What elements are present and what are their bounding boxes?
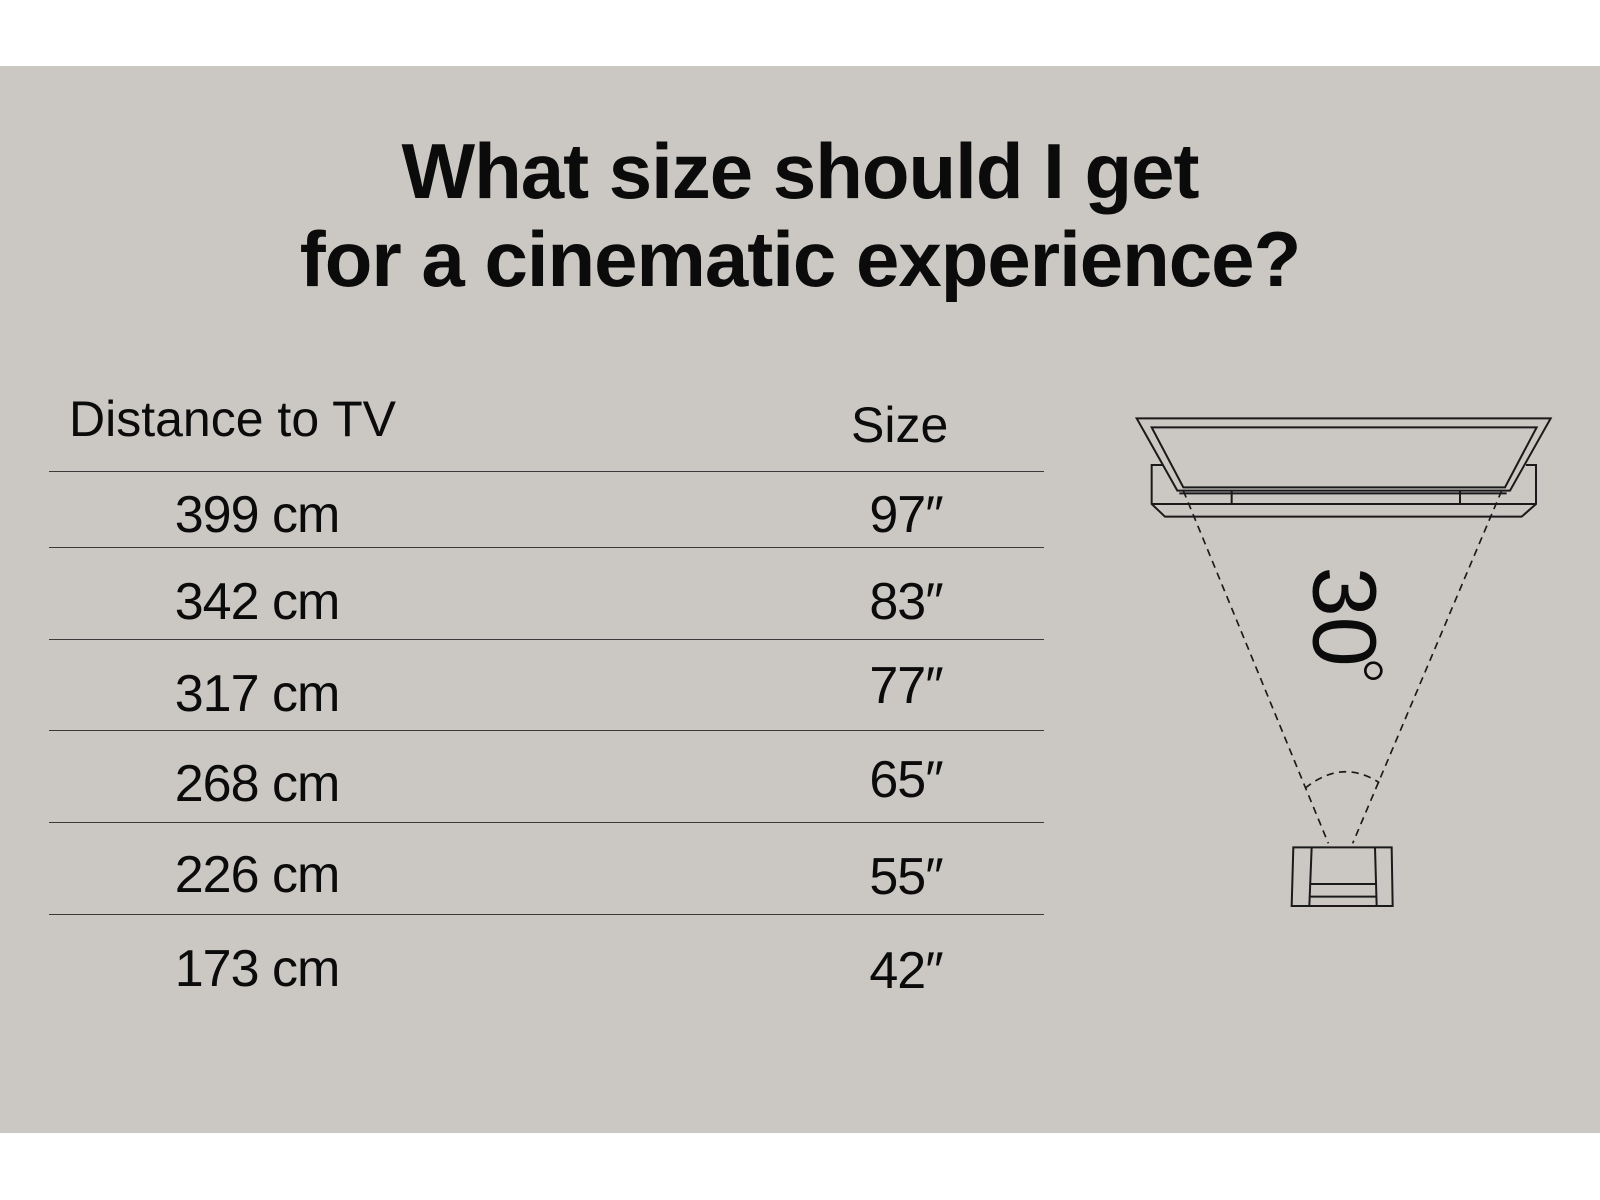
divider [49,914,1044,915]
divider [49,730,1044,731]
infographic-panel [0,66,1600,1133]
tv-icon [1134,417,1553,492]
divider [49,639,1044,640]
size-cell: 65″ [869,751,943,809]
size-cell: 55″ [869,848,943,906]
viewing-angle-lines [1182,490,1503,844]
distance-cell: 268 cm [174,755,341,813]
divider [49,822,1044,823]
size-cell: 83″ [869,573,943,631]
distance-cell: 317 cm [174,665,341,723]
size-cell: 77″ [869,657,943,715]
size-cell: 97″ [869,486,943,544]
divider [49,547,1044,548]
armchair-icon [1290,846,1394,907]
distance-cell: 342 cm [174,573,341,631]
size-header: Size [851,397,949,453]
angle-label: 30 [1293,567,1393,667]
size-cell: 42″ [869,942,943,1000]
title-line-1: What size should I get [401,127,1199,215]
divider [49,471,1044,472]
soundbar-icon [1150,464,1537,518]
distance-header: Distance to TV [69,391,397,447]
distance-cell: 226 cm [174,846,341,904]
distance-cell: 173 cm [174,940,341,998]
title-line-2: for a cinematic experience? [299,215,1301,303]
degree-symbol [1364,661,1383,680]
viewing-angle-diagram: 30 [1134,417,1553,907]
distance-cell: 399 cm [174,486,341,544]
